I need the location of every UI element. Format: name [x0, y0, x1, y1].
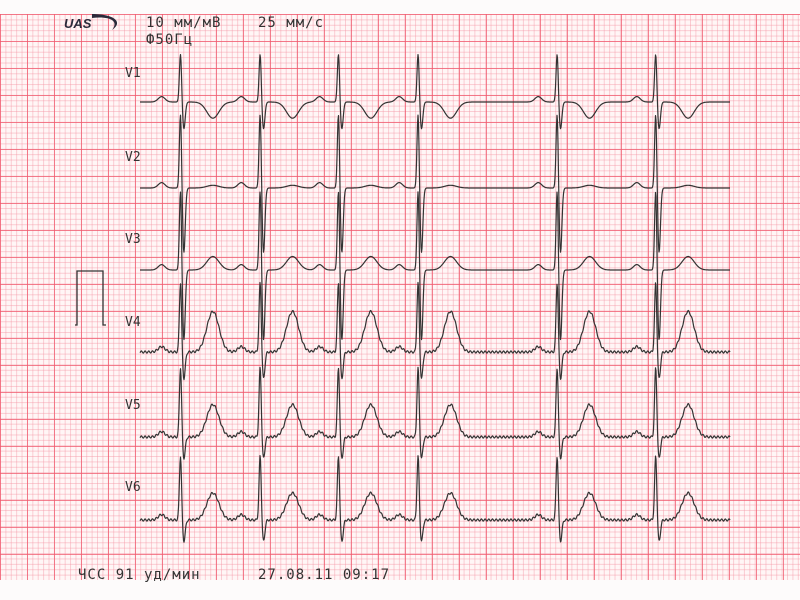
ecg-trace-v6 [139, 455, 731, 543]
lead-label-v6: V6 [125, 480, 141, 495]
ecg-trace-v2 [139, 114, 731, 253]
lead-label-v3: V3 [125, 232, 141, 247]
ecg-grid-paper [0, 14, 800, 580]
lead-label-v1: V1 [125, 66, 141, 81]
lead-label-v5: V5 [125, 398, 141, 413]
ecg-trace-v3 [139, 191, 731, 341]
ecg-trace-v5 [139, 366, 731, 460]
lead-label-v4: V4 [125, 315, 141, 330]
calibration-pulse [75, 270, 106, 326]
uas-logo: UAS [64, 14, 118, 31]
gain-label: 10 мм/мВ [146, 15, 222, 31]
ecg-trace-v1 [139, 54, 731, 130]
datetime-label: 27.08.11 09:17 [258, 567, 391, 583]
svg-text:UAS: UAS [64, 16, 92, 31]
lead-label-v2: V2 [125, 150, 141, 165]
filter-label: Ф50Гц [146, 32, 194, 48]
heart-rate-label: ЧСС 91 уд/мин [78, 567, 201, 583]
ecg-trace-v4 [139, 281, 731, 381]
speed-label: 25 мм/с [258, 15, 325, 31]
